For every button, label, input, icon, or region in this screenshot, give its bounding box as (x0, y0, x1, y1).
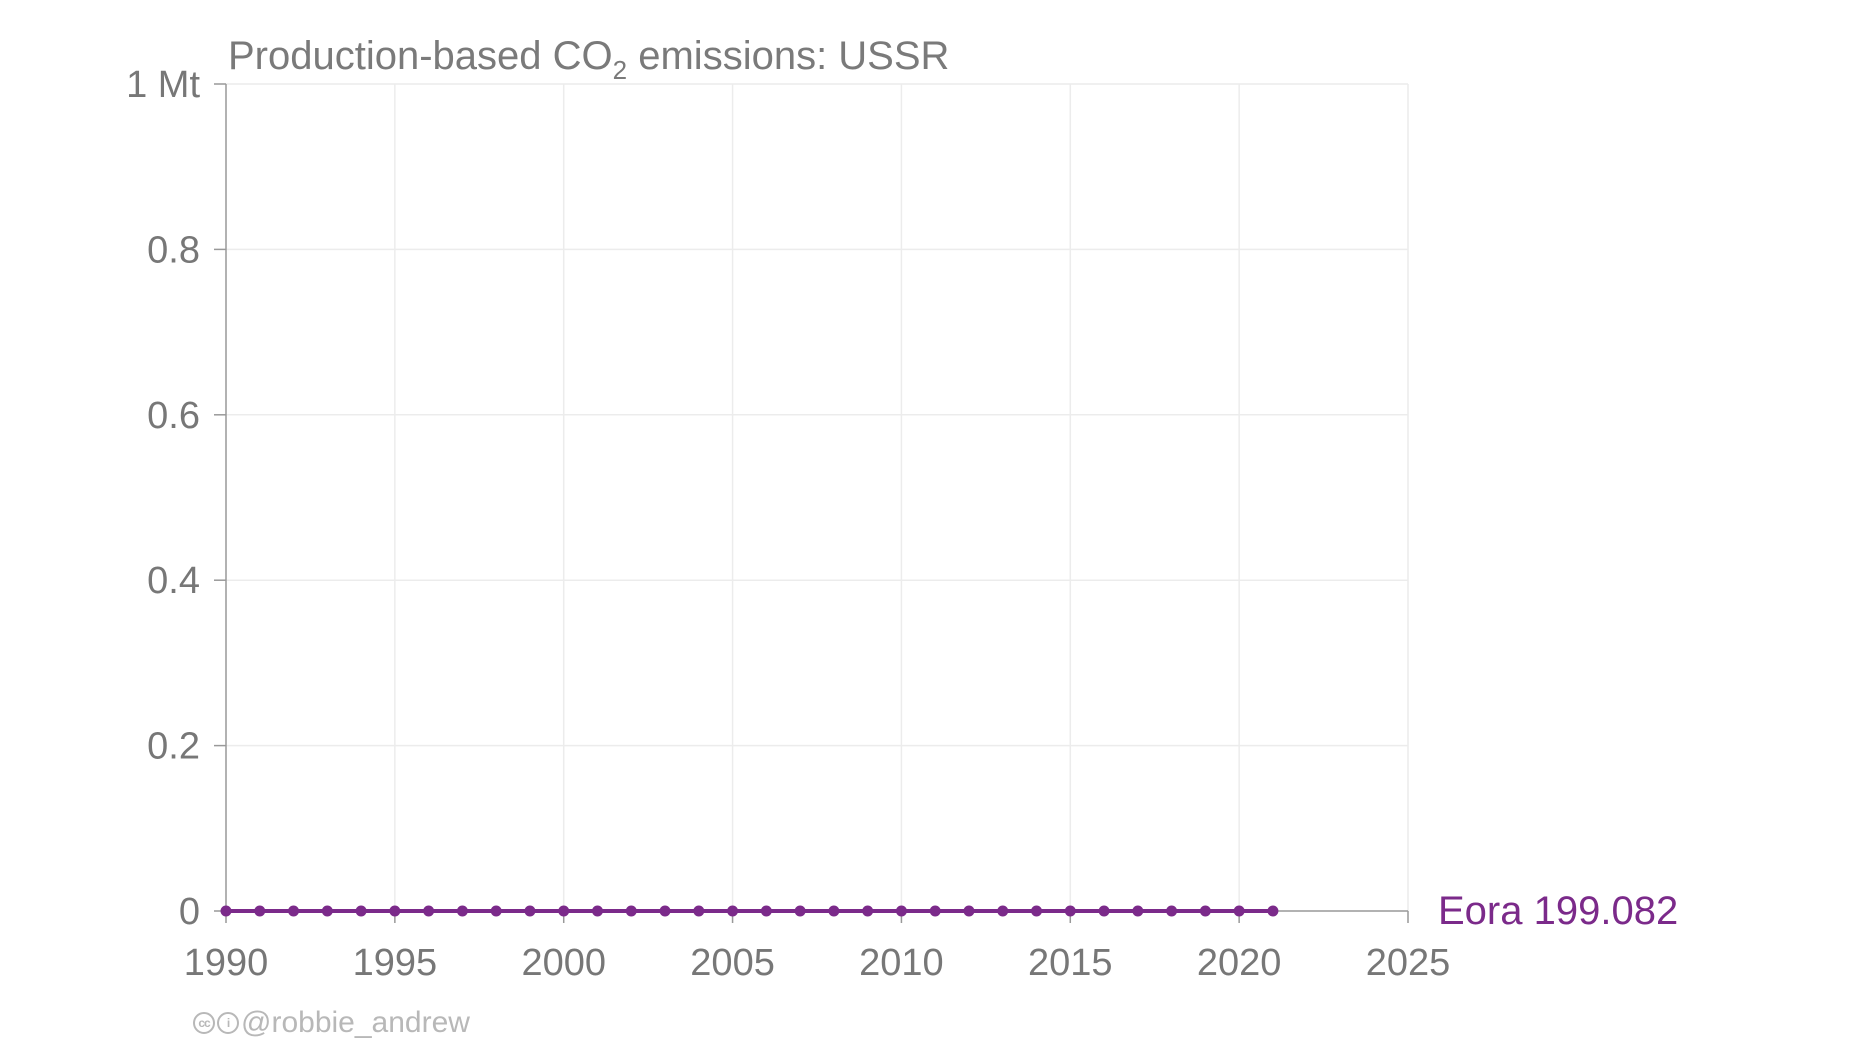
data-point (423, 905, 435, 917)
title-prefix: Production-based CO (228, 34, 613, 78)
data-point (1064, 905, 1076, 917)
data-point (1166, 905, 1178, 917)
y-tick-label: 0.6 (147, 395, 200, 437)
x-tick-label: 2005 (690, 942, 775, 984)
data-point (794, 905, 806, 917)
data-point (558, 905, 570, 917)
data-point (963, 905, 975, 917)
data-point (220, 905, 232, 917)
data-point (1031, 905, 1043, 917)
data-point (760, 905, 772, 917)
data-point (693, 905, 705, 917)
y-tick-label: 0.2 (147, 726, 200, 768)
chart-title: Production-based CO2 emissions: USSR (228, 34, 949, 85)
data-point (1199, 905, 1211, 917)
x-tick-label: 1990 (184, 942, 269, 984)
data-point (1267, 905, 1279, 917)
data-point (625, 905, 637, 917)
by-icon: i (217, 1012, 239, 1034)
series-end-label: Eora 199.082 (1438, 889, 1678, 933)
data-point (389, 905, 401, 917)
grid (226, 83, 1409, 911)
data-point (727, 905, 739, 917)
x-tick-label: 2015 (1028, 942, 1113, 984)
data-point (659, 905, 671, 917)
data-point (997, 905, 1009, 917)
x-tick-label: 2020 (1197, 942, 1282, 984)
data-point (862, 905, 874, 917)
data-point (929, 905, 941, 917)
x-tick-label: 2025 (1366, 942, 1451, 984)
title-subscript: 2 (613, 55, 627, 85)
data-point (1098, 905, 1110, 917)
data-point (828, 905, 840, 917)
data-point (591, 905, 603, 917)
credit-handle: @robbie_andrew (241, 1006, 470, 1039)
series-layer: Eora 199.082 (220, 889, 1678, 933)
title-suffix: emissions: USSR (627, 34, 949, 78)
y-tick-label: 0.8 (147, 229, 200, 271)
data-point (1233, 905, 1245, 917)
data-point (288, 905, 300, 917)
data-point (490, 905, 502, 917)
data-point (524, 905, 536, 917)
data-point (1132, 905, 1144, 917)
data-point (254, 905, 266, 917)
x-tick-label: 2000 (521, 942, 606, 984)
data-point (355, 905, 367, 917)
data-point (895, 905, 907, 917)
data-point (321, 905, 333, 917)
cc-icon: cc (193, 1012, 215, 1034)
axes: 0 0.2 0.4 0.6 0.8 1 Mt 1990 1995 2000 2005 2010 201… (126, 64, 1450, 984)
data-point (456, 905, 468, 917)
y-tick-label: 0.4 (147, 560, 200, 602)
x-tick-label: 2010 (859, 942, 944, 984)
x-tick-label: 1995 (353, 942, 438, 984)
credit: cc i @robbie_andrew (193, 1006, 470, 1040)
y-tick-label: 1 Mt (126, 64, 200, 106)
y-tick-label: 0 (179, 891, 200, 933)
